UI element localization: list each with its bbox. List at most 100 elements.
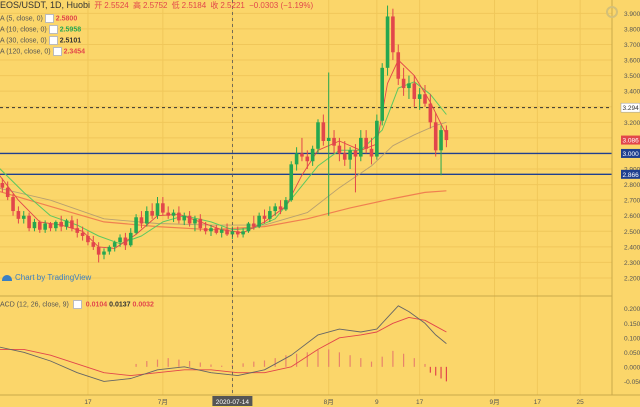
candle-body [86,235,90,243]
macd-value-2: 0.0137 [109,301,131,309]
price-tick-label: 3.800 [624,26,640,33]
price-badge-label: 2.866 [623,172,640,179]
candle-body [305,156,310,162]
ma30-line [0,121,447,226]
candle-body [273,206,277,212]
candle-body [166,212,170,216]
candle-body [187,215,192,224]
horizontal-lines[interactable] [0,107,612,175]
time-tick-label: 17 [534,399,542,406]
candles [0,5,449,263]
indicator-value: 2.3454 [63,48,86,56]
candle-body [54,221,58,229]
candle-body [0,183,5,188]
macd-tick-label: 0.100 [624,335,640,342]
candle-body [155,203,160,216]
candle-body [369,148,374,157]
candle-body [241,231,245,235]
price-badge-label: 3.294 [623,105,640,112]
settings-gear-icon[interactable] [606,6,618,18]
candle-body [348,150,352,160]
indicator-settings-box[interactable] [44,14,54,23]
candle-body [112,242,117,247]
candle-body [417,94,422,99]
price-tick-label: 3.900 [624,11,640,18]
candle-body [145,211,149,224]
indicator-settings-box[interactable] [48,25,58,34]
candle-body [380,67,384,121]
time-tick-label: 25 [577,399,585,406]
candle-body [177,212,181,221]
price-tick-label: 2.300 [624,260,640,267]
candle-body [391,16,395,53]
open-value: 2.5524 [104,1,129,10]
candle-body [182,215,187,221]
candle-body [428,103,433,123]
candle-body [150,211,154,216]
time-tick-label: 7月 [158,398,168,406]
macd-axis: 0.200 0.150 0.100 0.050 0.000 -0.050 [624,306,640,386]
price-badge [621,135,640,145]
candle-body [43,223,47,230]
candle-body [246,223,251,232]
change-value: −0.0303 (−1.19%) [249,1,314,10]
indicator-value: 2.5101 [59,37,82,45]
time-axis[interactable]: 17 7月 8月 9 17 9月 17 25 [84,398,584,406]
indicator-label: A (5, close, 0) [0,15,43,23]
candle-body [278,206,283,210]
grid [0,0,612,395]
candle-body [337,145,342,154]
crosshair-date-badge [212,396,253,406]
indicator-row: A (10, close, 0) 2.5958 [0,25,81,34]
low-label: 低 [171,1,180,10]
price-badge [621,148,640,158]
price-badge-label: 3.086 [623,138,640,145]
candle-body [11,197,15,212]
price-badge-label: 3.000 [623,151,640,158]
ma120-line [0,190,447,231]
indicator-value: 2.5958 [59,26,82,34]
candle-body [193,218,197,224]
watermark-text: Chart by TradingView [15,273,92,282]
price-tick-label: 3.700 [624,42,640,49]
indicator-label: A (10, close, 0) [0,26,47,34]
candle-body [214,228,219,233]
tradingview-logo-icon [2,274,12,281]
candle-body [123,237,128,246]
time-tick-label: 17 [416,399,424,406]
crosshair-date-label: 2020-07-14 [216,399,250,406]
indicator-label: A (30, close, 0) [0,37,47,45]
candle-body [171,212,176,216]
indicator-settings-box[interactable] [52,47,62,56]
candle-body [284,200,288,210]
candle-body [439,130,443,151]
price-axis[interactable]: 3.9003.8003.7003.6003.5003.4003.3003.200… [620,11,640,283]
close-value: 2.5221 [220,1,245,10]
indicator-settings-box[interactable] [48,36,58,45]
tradingview-watermark[interactable]: Chart by TradingView [2,273,91,282]
macd-signal-line [0,316,447,377]
price-tick-label: 3.400 [624,89,640,96]
macd-tick-label: 0.050 [624,350,640,357]
candle-body [444,130,449,141]
price-tick-label: 2.200 [624,275,640,282]
indicator-label: A (120, close, 0) [0,48,51,56]
candle-body [80,232,85,236]
candle-body [21,215,26,219]
candle-body [5,187,10,198]
macd-settings-box[interactable] [72,300,82,309]
candle-body [70,220,74,229]
indicator-value: 2.5800 [55,15,78,23]
candle-body [342,153,347,160]
candle-body [64,220,69,227]
candle-body [59,221,63,227]
price-tick-label: 2.500 [624,229,640,236]
candle-body [235,231,240,235]
candle-body [353,150,358,157]
candle-body [139,217,144,224]
macd-tick-label: -0.050 [624,379,640,386]
candle-body [96,246,101,255]
candle-body [268,211,272,219]
time-tick-label: 9 [375,399,379,406]
